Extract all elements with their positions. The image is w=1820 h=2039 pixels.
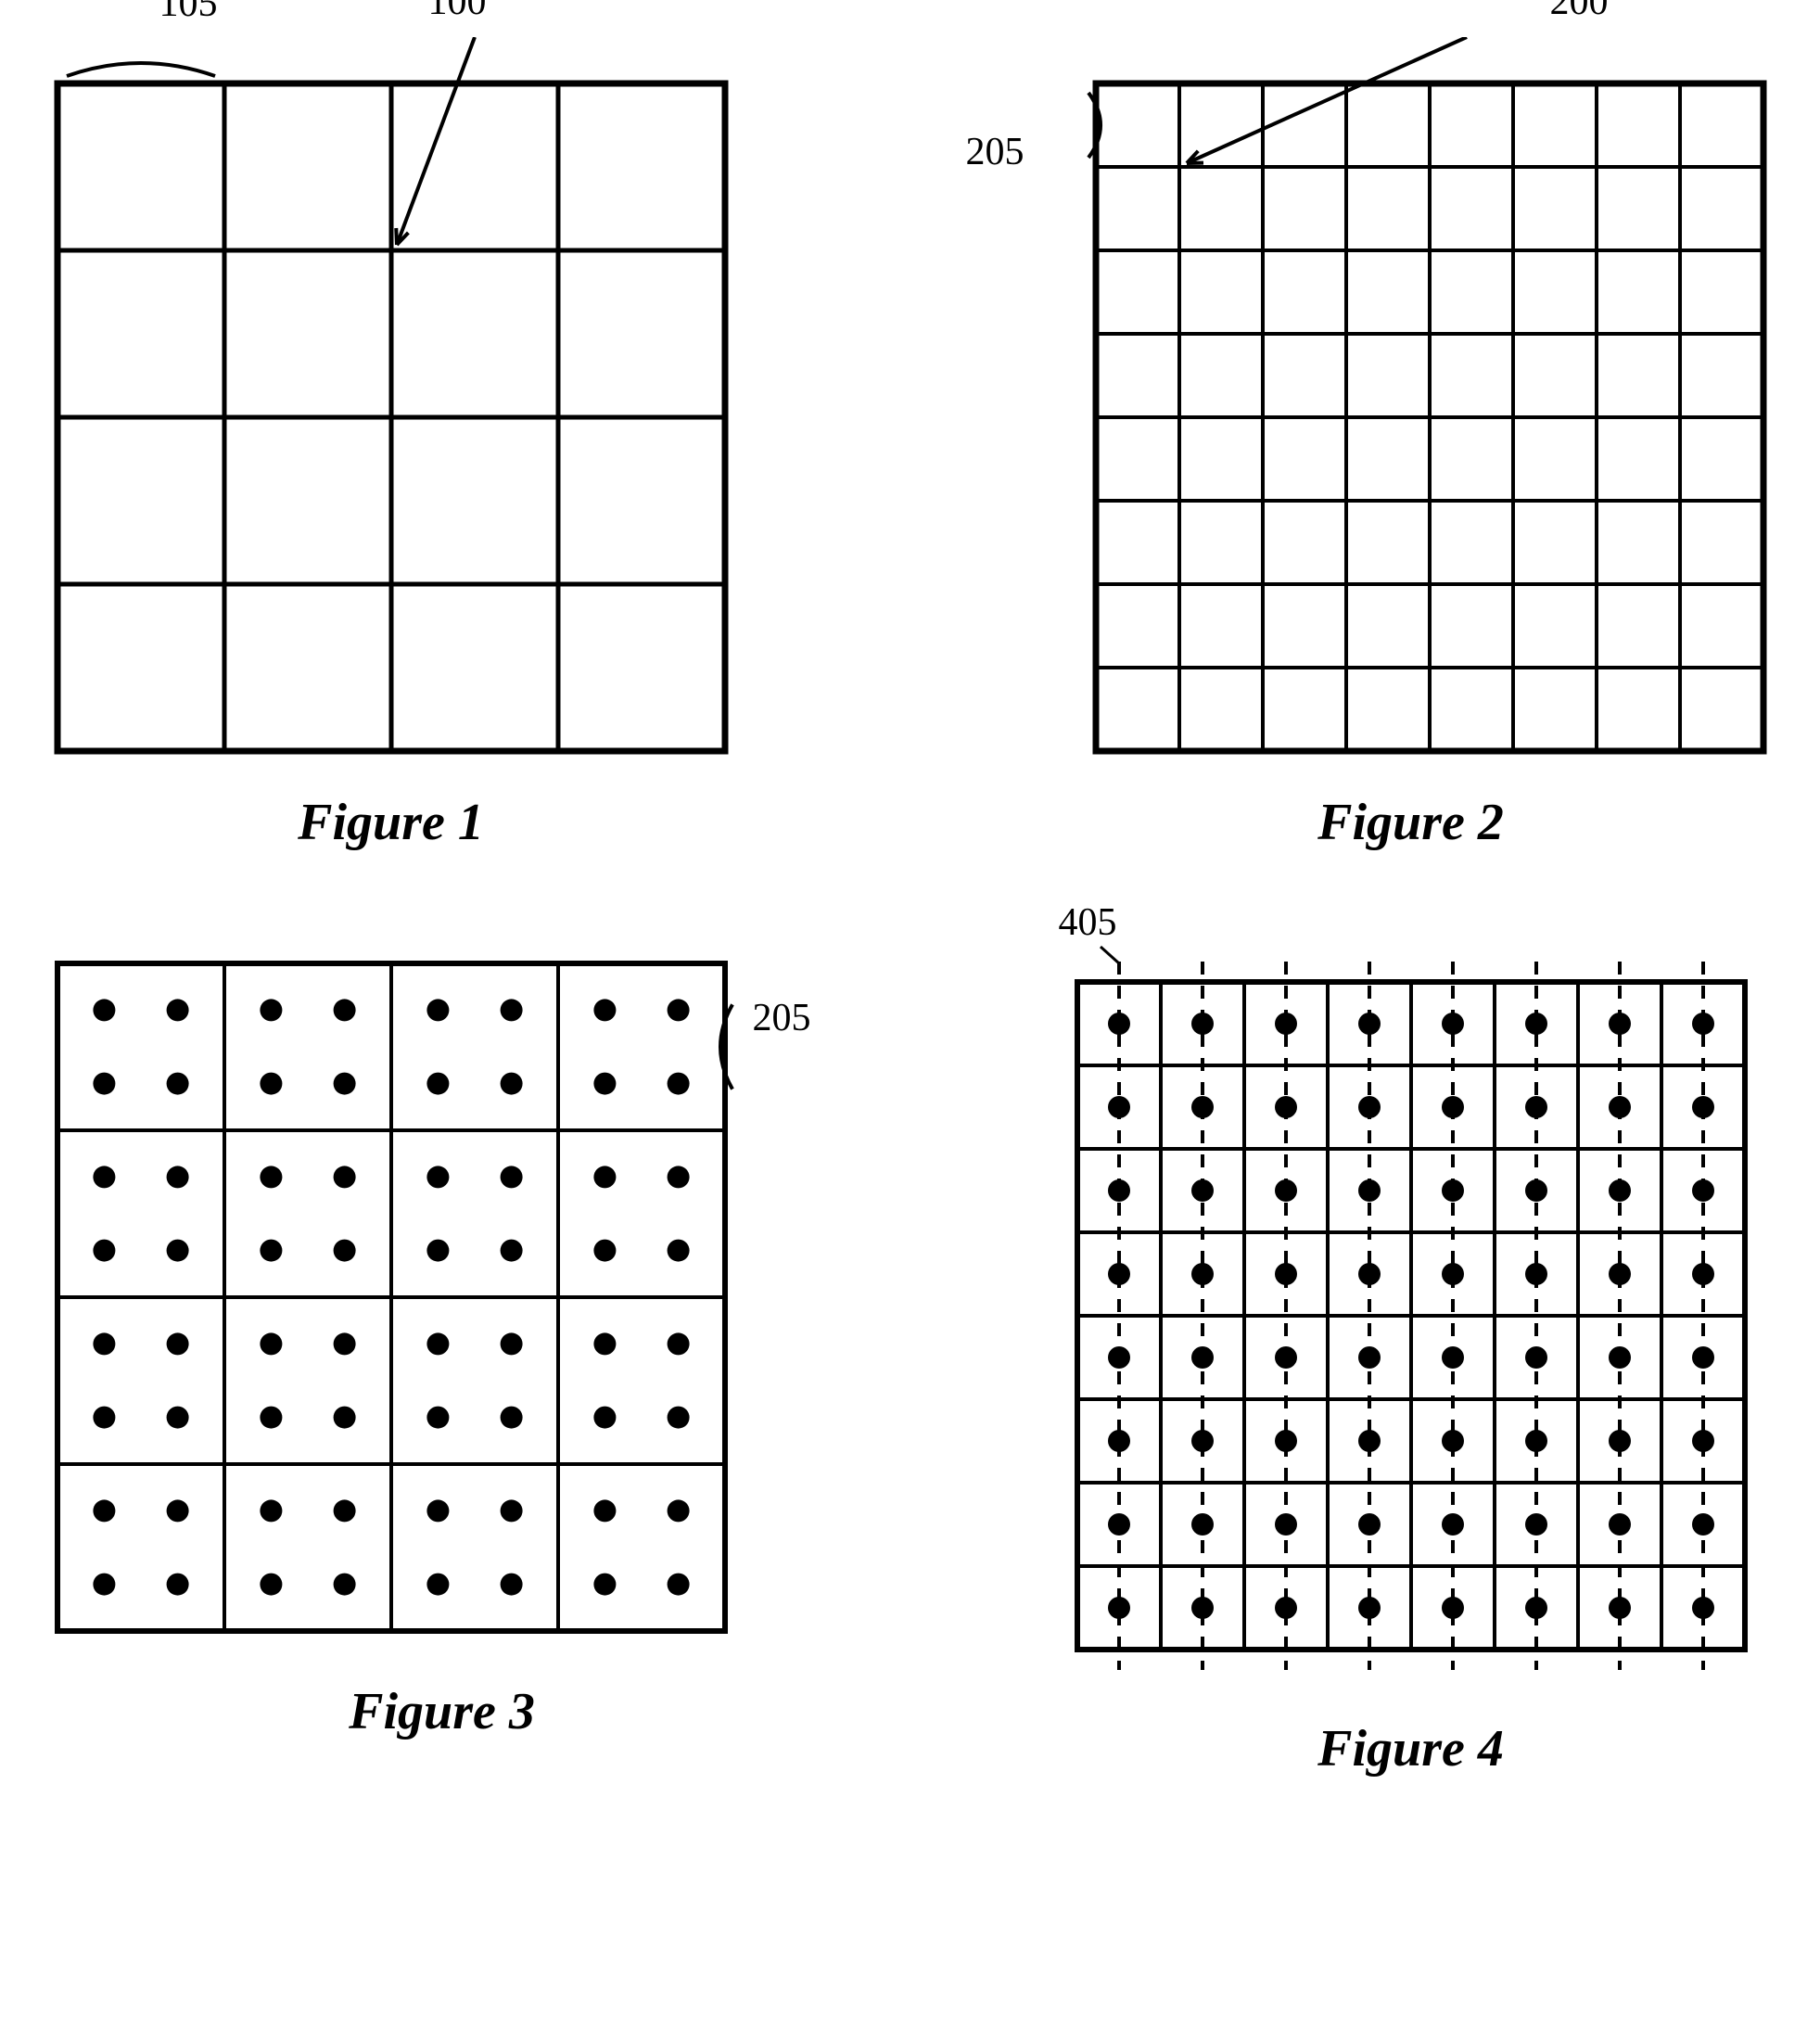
- label-205: 205: [966, 130, 1025, 174]
- label-200: 200: [1550, 0, 1609, 24]
- figure-4-wrap: 405: [1040, 945, 1782, 1691]
- figure-2-svg: [1040, 37, 1782, 760]
- figure-3-svg: [39, 945, 846, 1650]
- label-105: 105: [159, 0, 218, 26]
- row-1: 105 100 Figure 1 200 205 Figure 2: [39, 37, 1782, 852]
- figure-1-svg: [39, 37, 744, 760]
- figure-2-wrap: 200 205: [1040, 37, 1782, 765]
- figure-3-wrap: 205: [39, 945, 846, 1654]
- label-205-fig3: 205: [753, 996, 811, 1040]
- figure-4-svg: [1040, 945, 1782, 1687]
- figure-1-caption: Figure 1: [298, 793, 484, 852]
- row-2: 205 Figure 3 405 Figure 4: [39, 945, 1782, 1778]
- label-405: 405: [1059, 900, 1117, 945]
- label-100: 100: [428, 0, 487, 24]
- figure-4-caption: Figure 4: [1317, 1719, 1504, 1778]
- figure-3-caption: Figure 3: [349, 1682, 535, 1741]
- figure-1-block: 105 100 Figure 1: [39, 37, 744, 852]
- diagram-page: 105 100 Figure 1 200 205 Figure 2 205 Fi…: [39, 37, 1782, 1778]
- figure-2-caption: Figure 2: [1317, 793, 1504, 852]
- figure-1-wrap: 105 100: [39, 37, 744, 765]
- figure-4-block: 405 Figure 4: [1040, 945, 1782, 1778]
- figure-2-block: 200 205 Figure 2: [1040, 37, 1782, 852]
- figure-3-block: 205 Figure 3: [39, 945, 846, 1778]
